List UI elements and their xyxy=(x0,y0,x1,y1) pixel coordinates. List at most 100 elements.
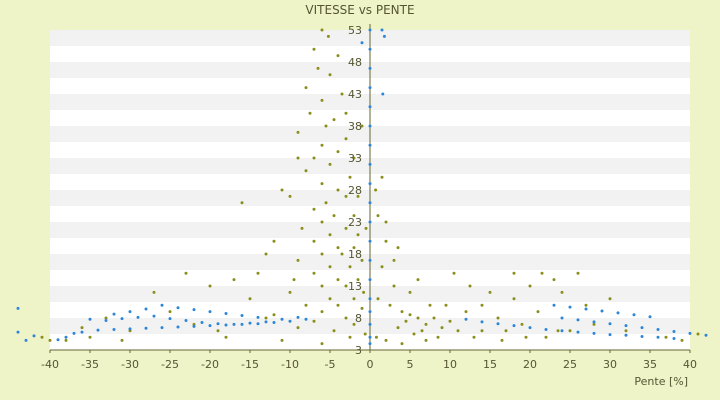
data-point xyxy=(496,316,500,320)
data-point xyxy=(296,326,300,330)
data-point xyxy=(392,258,396,262)
data-point xyxy=(488,290,492,294)
y-tick-label: 13 xyxy=(348,280,362,293)
data-point xyxy=(360,41,364,45)
data-point xyxy=(444,303,448,307)
data-point xyxy=(348,335,352,339)
data-point xyxy=(392,284,396,288)
data-point xyxy=(120,338,124,342)
data-point xyxy=(88,335,92,339)
data-point xyxy=(632,313,636,317)
data-point xyxy=(224,335,228,339)
data-point xyxy=(360,124,364,128)
data-point xyxy=(560,329,564,333)
data-point xyxy=(320,220,324,224)
data-point xyxy=(128,327,132,331)
data-point xyxy=(256,315,260,319)
data-point xyxy=(80,330,84,334)
data-point xyxy=(272,313,276,317)
data-point xyxy=(208,310,212,314)
data-point xyxy=(264,252,268,256)
data-point xyxy=(328,73,332,77)
data-point xyxy=(656,335,660,339)
data-point xyxy=(584,303,588,307)
data-point xyxy=(380,28,384,32)
data-point xyxy=(104,316,108,320)
data-point xyxy=(664,335,668,339)
data-point xyxy=(616,311,620,315)
data-point xyxy=(368,201,372,205)
x-tick-label: -15 xyxy=(241,358,259,371)
data-point xyxy=(356,233,360,237)
data-point xyxy=(80,326,84,330)
data-point xyxy=(348,265,352,269)
data-point xyxy=(240,322,244,326)
data-point xyxy=(380,175,384,179)
data-point xyxy=(688,331,692,335)
data-point xyxy=(344,284,348,288)
data-point xyxy=(576,271,580,275)
y-tick-label: 8 xyxy=(355,312,362,325)
data-point xyxy=(520,322,524,326)
data-point xyxy=(704,333,708,337)
data-point xyxy=(528,326,532,330)
data-point xyxy=(304,303,308,307)
x-tick-label: 0 xyxy=(367,358,374,371)
data-point xyxy=(280,188,284,192)
data-point xyxy=(316,66,320,70)
data-point xyxy=(332,329,336,333)
data-point xyxy=(40,335,44,339)
data-point xyxy=(296,130,300,134)
data-point xyxy=(336,246,340,250)
data-point xyxy=(456,329,460,333)
data-point xyxy=(208,324,212,328)
data-point xyxy=(368,162,372,166)
data-point xyxy=(424,338,428,342)
x-tick-label: 10 xyxy=(443,358,457,371)
data-point xyxy=(396,246,400,250)
data-point xyxy=(368,297,372,301)
data-point xyxy=(304,169,308,173)
data-point xyxy=(560,290,564,294)
data-point xyxy=(280,338,284,342)
data-point xyxy=(232,322,236,326)
data-point xyxy=(176,306,180,310)
data-points xyxy=(16,28,708,346)
data-point xyxy=(424,322,428,326)
data-point xyxy=(368,278,372,282)
data-point xyxy=(136,315,140,319)
data-point xyxy=(292,278,296,282)
data-point xyxy=(224,323,228,327)
data-point xyxy=(432,316,436,320)
data-point xyxy=(200,320,204,324)
data-point xyxy=(332,118,336,122)
data-point xyxy=(600,309,604,313)
data-point xyxy=(680,338,684,342)
data-point xyxy=(696,332,700,336)
data-point xyxy=(152,290,156,294)
data-point xyxy=(468,284,472,288)
data-point xyxy=(362,290,366,294)
data-point xyxy=(328,233,332,237)
data-point xyxy=(352,246,356,250)
data-point xyxy=(160,303,164,307)
data-point xyxy=(336,54,340,58)
data-point xyxy=(480,329,484,333)
data-point xyxy=(336,150,340,154)
chart-title: VITESSE vs PENTE xyxy=(305,3,414,17)
x-tick-label: -40 xyxy=(41,358,59,371)
data-point xyxy=(344,194,348,198)
data-point xyxy=(340,252,344,256)
data-point xyxy=(320,28,324,32)
data-point xyxy=(144,307,148,311)
data-point xyxy=(624,324,628,328)
y-tick-label: 3 xyxy=(355,344,362,357)
series-1 xyxy=(16,28,708,346)
data-point xyxy=(556,329,560,333)
data-point xyxy=(104,319,108,323)
data-point xyxy=(144,326,148,330)
x-tick-label: -30 xyxy=(121,358,139,371)
x-tick-label: 30 xyxy=(603,358,617,371)
data-point xyxy=(332,214,336,218)
data-point xyxy=(368,105,372,109)
